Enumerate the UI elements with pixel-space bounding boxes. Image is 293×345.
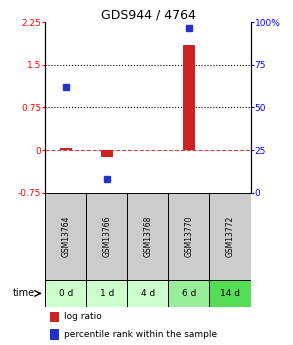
Bar [50,329,59,339]
Bar [168,280,209,307]
Bar [127,193,168,280]
Text: GSM13772: GSM13772 [226,216,234,257]
Bar [101,150,113,157]
Bar [50,312,59,322]
Text: 1 d: 1 d [100,289,114,298]
Text: GSM13766: GSM13766 [103,216,111,257]
Text: 0 d: 0 d [59,289,73,298]
Bar [45,280,86,307]
Text: 6 d: 6 d [182,289,196,298]
Bar [45,193,86,280]
Text: GSM13768: GSM13768 [144,216,152,257]
Text: 4 d: 4 d [141,289,155,298]
Text: log ratio: log ratio [64,312,102,321]
Text: 14 d: 14 d [220,289,240,298]
Bar [183,45,195,150]
Bar [209,280,251,307]
Bar [168,193,209,280]
Text: percentile rank within the sample: percentile rank within the sample [64,330,217,339]
Bar [86,280,127,307]
Bar [86,193,127,280]
Text: time: time [13,288,35,298]
Text: GSM13764: GSM13764 [62,216,70,257]
Bar [209,193,251,280]
Bar [60,148,72,150]
Title: GDS944 / 4764: GDS944 / 4764 [100,8,195,21]
Text: GSM13770: GSM13770 [185,216,193,257]
Bar [127,280,168,307]
